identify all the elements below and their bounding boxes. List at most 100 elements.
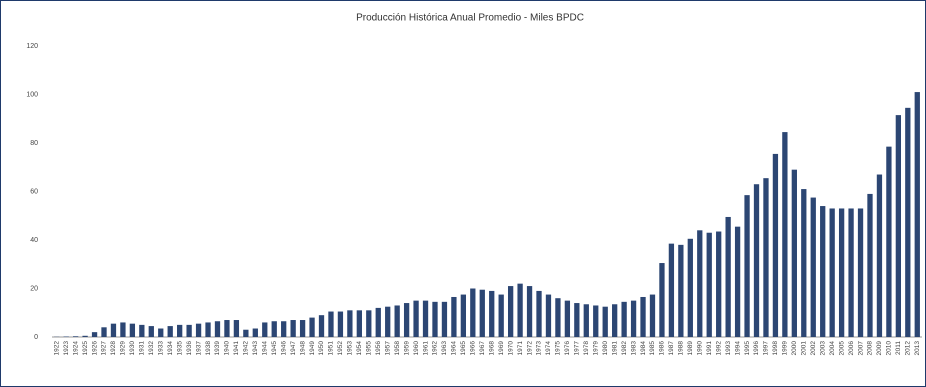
bar xyxy=(810,197,816,337)
x-tick-label: 1955 xyxy=(366,341,373,356)
x-tick-label: 2005 xyxy=(838,341,845,356)
bar xyxy=(564,300,571,337)
bar xyxy=(195,323,202,337)
bar xyxy=(744,195,750,337)
bar xyxy=(848,208,854,337)
bar xyxy=(451,296,457,337)
x-tick-label: 1985 xyxy=(649,341,656,356)
bar xyxy=(545,294,552,337)
y-tick-label: 80 xyxy=(30,140,38,147)
x-tick-label: 1987 xyxy=(668,341,675,356)
x-tick-label: 2007 xyxy=(857,341,864,356)
bar xyxy=(205,322,211,337)
bar xyxy=(148,326,154,337)
bar xyxy=(120,322,126,337)
y-tick-label: 100 xyxy=(26,91,38,98)
bar xyxy=(347,310,353,337)
bar xyxy=(489,290,495,337)
x-tick-label: 1941 xyxy=(233,341,240,356)
x-tick-label: 1971 xyxy=(517,341,524,356)
bar xyxy=(905,107,911,338)
x-tick-label: 1973 xyxy=(536,341,543,356)
x-tick-label: 1964 xyxy=(451,341,458,356)
bar xyxy=(801,189,807,337)
x-tick-label: 2003 xyxy=(819,341,826,356)
x-tick-label: 1947 xyxy=(290,341,297,356)
bar xyxy=(507,286,514,337)
x-tick-label: 1967 xyxy=(479,341,486,356)
bar xyxy=(659,263,665,337)
bar xyxy=(621,301,627,337)
bar xyxy=(394,305,400,337)
x-tick-label: 1980 xyxy=(602,341,609,356)
bar xyxy=(829,208,835,337)
bar xyxy=(214,321,221,337)
x-tick-label: 1939 xyxy=(214,341,221,356)
bar xyxy=(290,320,296,337)
bar xyxy=(262,322,268,337)
y-tick-label: 120 xyxy=(26,43,38,50)
x-tick-label: 1992 xyxy=(715,341,722,356)
x-tick-label: 1961 xyxy=(422,341,429,356)
bar xyxy=(668,243,675,337)
x-tick-label: 1981 xyxy=(611,341,618,356)
x-tick-label: 1989 xyxy=(687,341,694,356)
bar xyxy=(337,311,344,337)
x-tick-label: 1933 xyxy=(157,341,164,356)
bar xyxy=(470,288,476,337)
bar xyxy=(867,193,873,337)
x-tick-label: 2008 xyxy=(867,341,874,356)
bar xyxy=(602,306,608,337)
bar xyxy=(186,324,192,337)
bar xyxy=(630,300,637,337)
x-tick-label: 1950 xyxy=(318,341,325,356)
bar xyxy=(441,301,448,337)
x-tick-label: 1976 xyxy=(564,341,571,356)
bar xyxy=(422,300,429,337)
x-tick-label: 1925 xyxy=(82,341,89,356)
x-tick-label: 1969 xyxy=(498,341,505,356)
x-tick-label: 1948 xyxy=(299,341,306,356)
bar xyxy=(356,310,362,337)
x-tick-label: 1935 xyxy=(176,341,183,356)
x-tick-label: 1942 xyxy=(243,341,250,356)
x-tick-label: 1995 xyxy=(744,341,751,356)
x-tick-label: 1990 xyxy=(696,341,703,356)
bar xyxy=(72,336,79,337)
bar xyxy=(517,283,523,337)
bar xyxy=(299,320,306,337)
bar xyxy=(139,324,145,337)
x-tick-label: 1954 xyxy=(356,341,363,356)
x-tick-label: 1970 xyxy=(507,341,514,356)
bar xyxy=(734,226,741,337)
x-tick-label: 1928 xyxy=(110,341,117,356)
bar xyxy=(158,328,164,337)
bar xyxy=(914,92,920,337)
bar xyxy=(271,321,277,337)
x-tick-label: 1991 xyxy=(706,341,713,356)
x-tick-label: 1984 xyxy=(640,341,647,356)
bar xyxy=(678,244,684,337)
bar xyxy=(555,298,561,337)
x-tick-label: 1996 xyxy=(753,341,760,356)
bar xyxy=(526,286,533,337)
x-tick-label: 1936 xyxy=(186,341,193,356)
x-tick-label: 1949 xyxy=(309,341,316,356)
x-tick-label: 1975 xyxy=(555,341,562,356)
x-tick-label: 1972 xyxy=(526,341,533,356)
bar xyxy=(432,301,438,337)
bar xyxy=(366,310,372,337)
bar xyxy=(385,306,391,337)
x-tick-label: 1944 xyxy=(261,341,268,356)
x-tick-label: 2009 xyxy=(876,341,883,356)
y-tick-label: 60 xyxy=(30,188,38,195)
x-tick-label: 1974 xyxy=(545,341,552,356)
bar xyxy=(167,326,173,337)
x-tick-label: 1938 xyxy=(205,341,212,356)
x-tick-label: 1943 xyxy=(252,341,259,356)
x-tick-label: 1988 xyxy=(678,341,685,356)
bar xyxy=(876,174,883,337)
bar xyxy=(593,305,599,337)
x-tick-label: 2012 xyxy=(905,341,912,356)
bar xyxy=(753,184,760,337)
